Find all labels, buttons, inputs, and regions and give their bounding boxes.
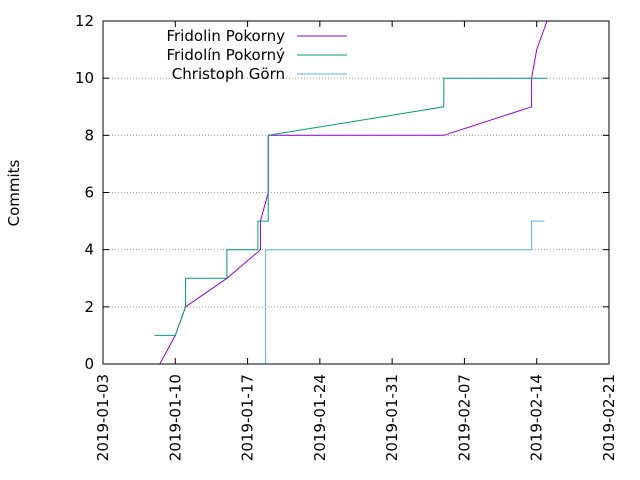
x-tick-label: 2019-02-21 — [600, 374, 618, 461]
gridlines — [103, 77, 609, 308]
x-tick-label: 2019-01-24 — [311, 374, 329, 461]
y-tick-label: 12 — [75, 12, 94, 30]
y-tick-label: 6 — [84, 184, 94, 202]
y-tick-label: 2 — [84, 298, 94, 316]
x-tick-label: 2019-01-10 — [166, 374, 184, 461]
axis-ticks: 0 2 4 6 8 10 12 2019-01-03 2019-01-10 2019-01-17 2… — [75, 12, 618, 461]
x-tick-label: 2019-02-07 — [455, 374, 473, 461]
y-tick-label: 0 — [84, 355, 94, 373]
series-line-3 — [265, 220, 545, 364]
y-axis-label: Commits — [5, 159, 23, 226]
x-tick-label: 2019-01-31 — [383, 374, 401, 461]
series-lines — [154, 20, 548, 365]
y-tick-label: 10 — [75, 69, 94, 87]
legend-label-2: Fridolín Pokorný — [167, 46, 286, 64]
y-tick-label: 8 — [84, 126, 94, 144]
legend-label-1: Fridolin Pokorny — [167, 27, 286, 45]
legend-label-3: Christoph Görn — [172, 65, 285, 83]
series-line-2 — [154, 77, 547, 336]
y-tick-label: 4 — [84, 241, 94, 259]
x-tick-label: 2019-01-17 — [239, 374, 257, 461]
x-tick-label: 2019-01-03 — [94, 374, 112, 461]
x-tick-label: 2019-02-14 — [528, 374, 546, 461]
